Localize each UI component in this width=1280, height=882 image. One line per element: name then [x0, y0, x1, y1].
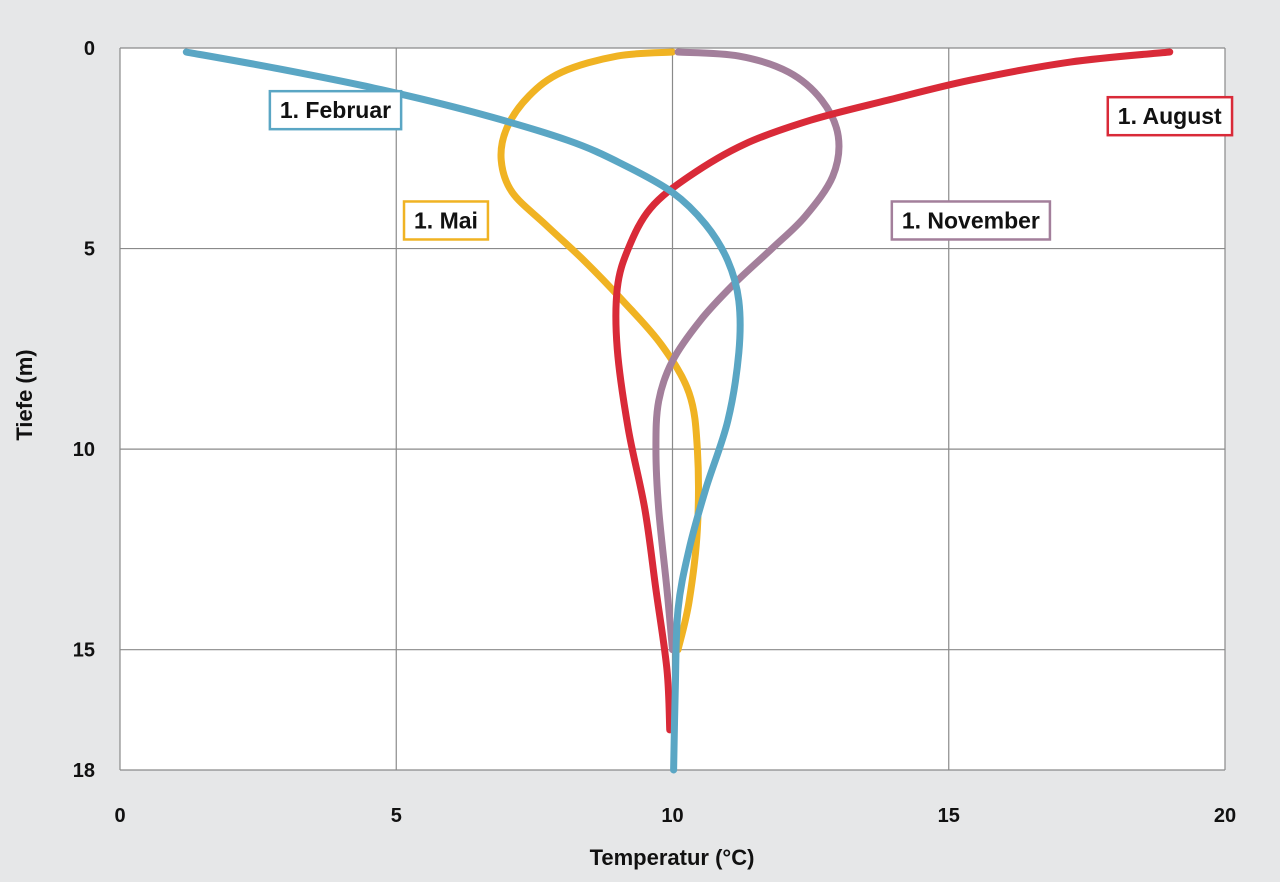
series-label-1-februar: 1. Februar	[268, 89, 403, 131]
y-tick-label: 5	[84, 239, 95, 261]
y-tick-label: 18	[73, 760, 95, 782]
series-label-text: 1. Mai	[414, 207, 478, 233]
series-label-1-august: 1. August	[1106, 95, 1234, 137]
series-line-1-november	[652, 48, 843, 654]
series-line-1-mai	[497, 48, 702, 654]
x-tick-label: 15	[938, 805, 960, 827]
x-tick-label: 10	[661, 805, 683, 827]
x-tick-label: 20	[1214, 805, 1236, 827]
series-label-box	[402, 200, 490, 241]
y-axis-title: Tiefe (m)	[12, 349, 37, 440]
series-line-1-august	[612, 48, 1174, 734]
series-label-box	[268, 89, 403, 131]
series-label-box	[1106, 95, 1234, 137]
series-label-text: 1. Februar	[280, 97, 391, 123]
series-label-text: 1. August	[1118, 103, 1222, 129]
x-tick-label: 0	[114, 805, 125, 827]
series-label-1-mai: 1. Mai	[402, 200, 490, 241]
series-label-box	[890, 200, 1052, 241]
series-label-text: 1. November	[902, 207, 1040, 233]
y-tick-labels: 0 5 10 15 18	[73, 38, 95, 782]
series-label-1-november: 1. November	[890, 200, 1052, 241]
series-labels: 1. Februar 1. Mai 1. November 1. August	[268, 89, 1234, 241]
x-tick-labels: 0 5 10 15 20	[114, 805, 1236, 827]
x-tick-label: 5	[391, 805, 402, 827]
y-tick-label: 15	[73, 640, 95, 662]
y-tick-label: 10	[73, 439, 95, 461]
y-tick-label: 0	[84, 38, 95, 60]
x-axis-title: Temperatur (°C)	[590, 845, 755, 870]
